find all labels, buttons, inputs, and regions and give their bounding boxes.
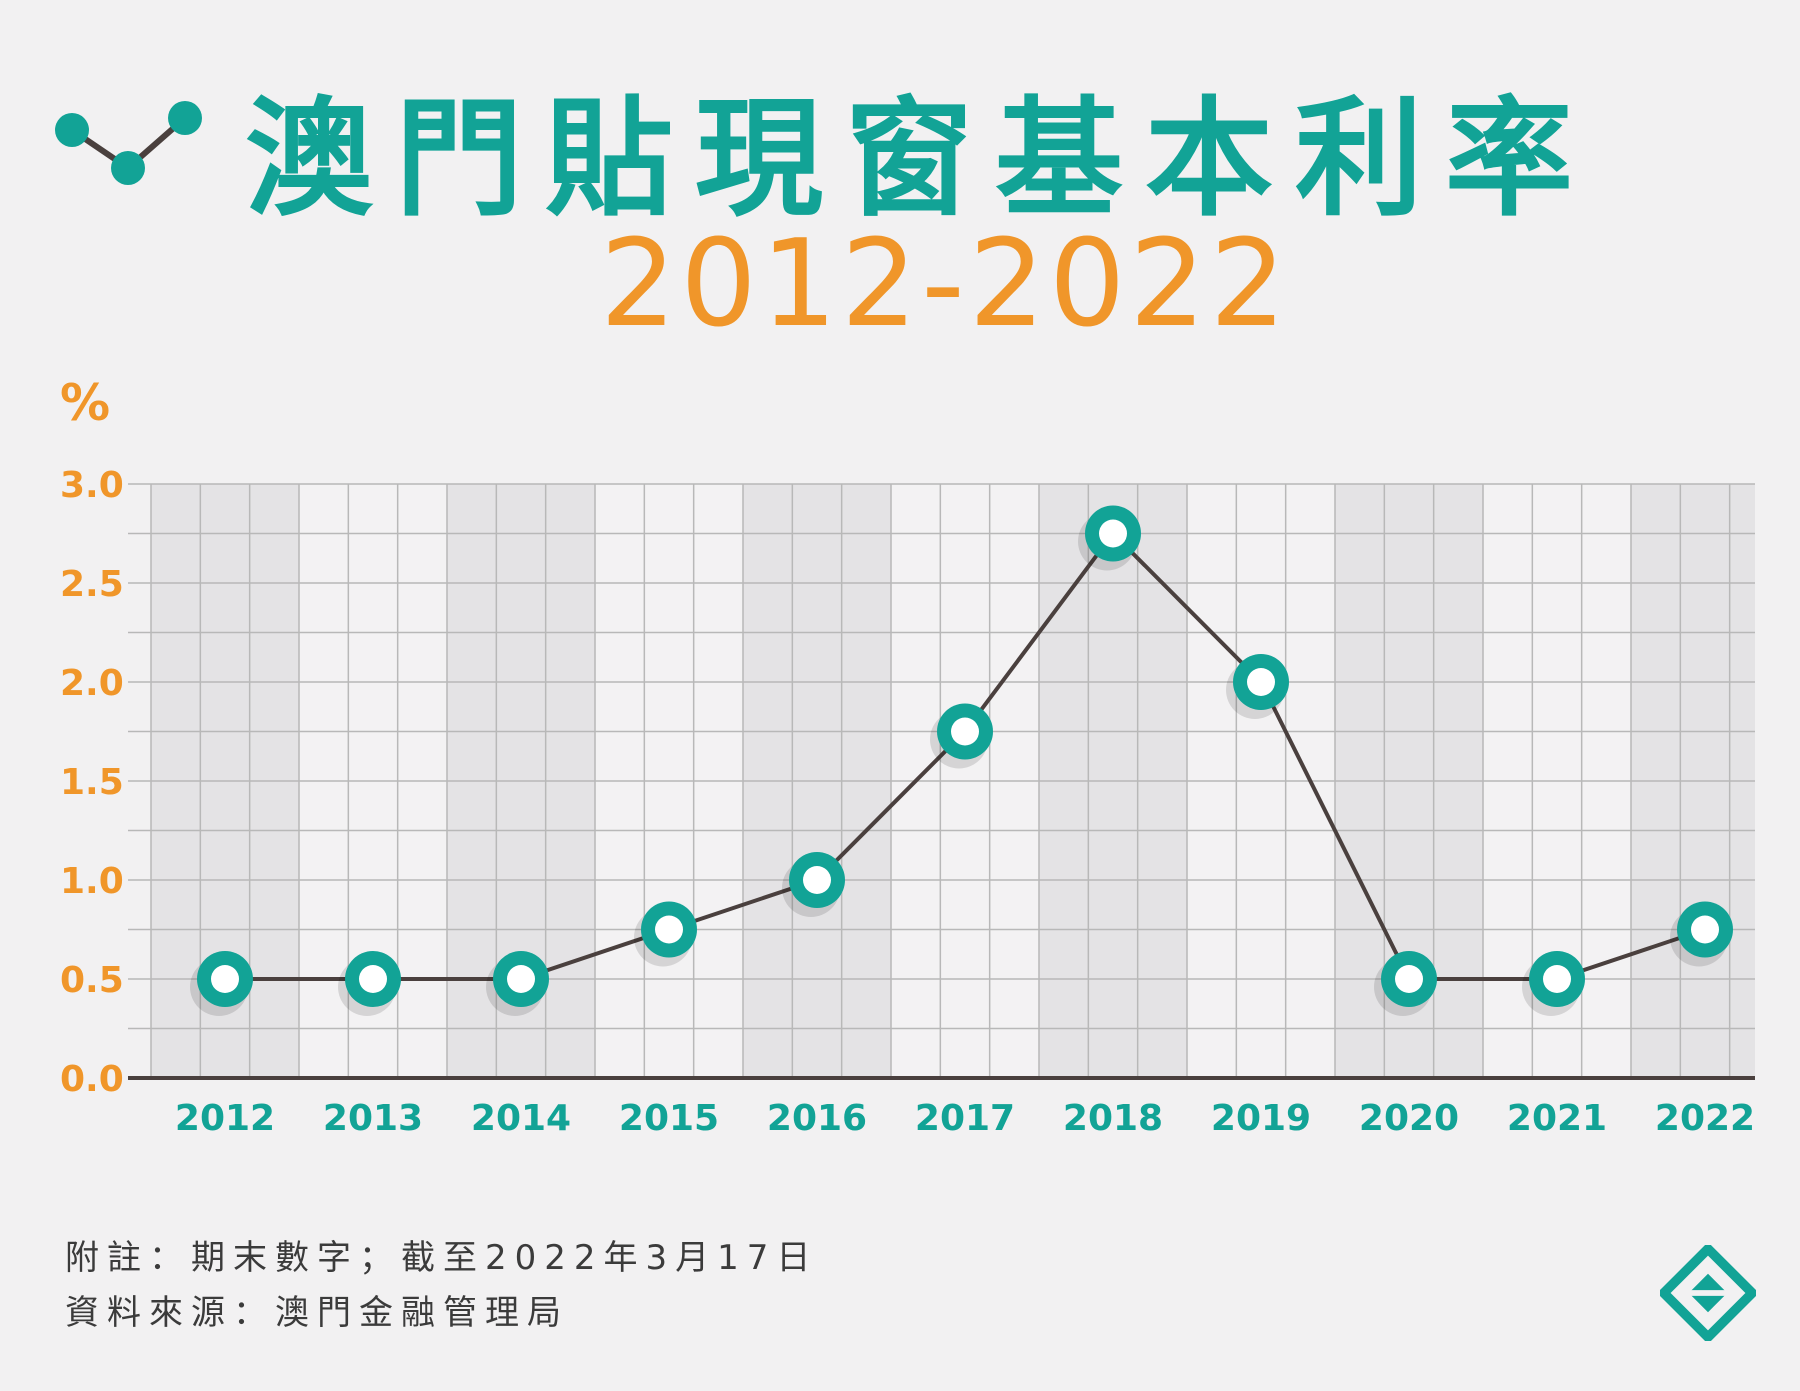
data-point-center [211,965,239,993]
x-tick-label: 2016 [767,1098,867,1139]
x-tick-label: 2021 [1507,1098,1607,1139]
y-tick-label: 1.5 [60,762,124,803]
data-point-center [951,717,979,746]
data-point-center [507,965,535,993]
y-tick-label: 1.0 [60,861,124,902]
x-tick-label: 2015 [619,1098,719,1139]
y-tick-label: 3.0 [60,465,124,506]
data-point-center [1691,915,1719,944]
x-tick-label: 2022 [1655,1098,1755,1139]
data-point-center [1099,519,1127,548]
x-tick-label: 2020 [1359,1098,1459,1139]
line-chart-icon [55,101,202,185]
y-tick-label: 2.5 [60,564,124,605]
line-chart: % 0.0 0.5 1.0 1.5 2.0 2.5 3.0 2012 2013 2014 2015 20… [60,374,1755,1139]
x-tick-label: 2019 [1211,1098,1311,1139]
data-point-center [1395,965,1423,993]
amcm-logo-icon [1660,1245,1756,1341]
x-tick-label: 2014 [471,1098,571,1139]
y-tick-label: 0.0 [60,1059,124,1100]
x-tick-label: 2017 [915,1098,1015,1139]
data-point-center [1543,965,1571,993]
data-point-center [655,915,683,944]
data-point-center [1247,668,1275,696]
x-tick-label: 2013 [323,1098,423,1139]
source-note: 資料來源：澳門金融管理局 [65,1293,569,1333]
y-tick-label: 0.5 [60,960,124,1001]
x-tick-label: 2018 [1063,1098,1163,1139]
y-tick-label: 2.0 [60,663,124,704]
page-subtitle: 2012-2022 [600,215,1291,354]
data-point-center [803,866,831,894]
footnote: 附註：期末數字；截至2022年3月17日 [65,1238,819,1278]
page-title: 澳門貼現窗基本利率 [245,85,1596,234]
data-point-center [359,965,387,993]
y-axis-unit: % [60,374,110,432]
x-tick-label: 2012 [175,1098,275,1139]
